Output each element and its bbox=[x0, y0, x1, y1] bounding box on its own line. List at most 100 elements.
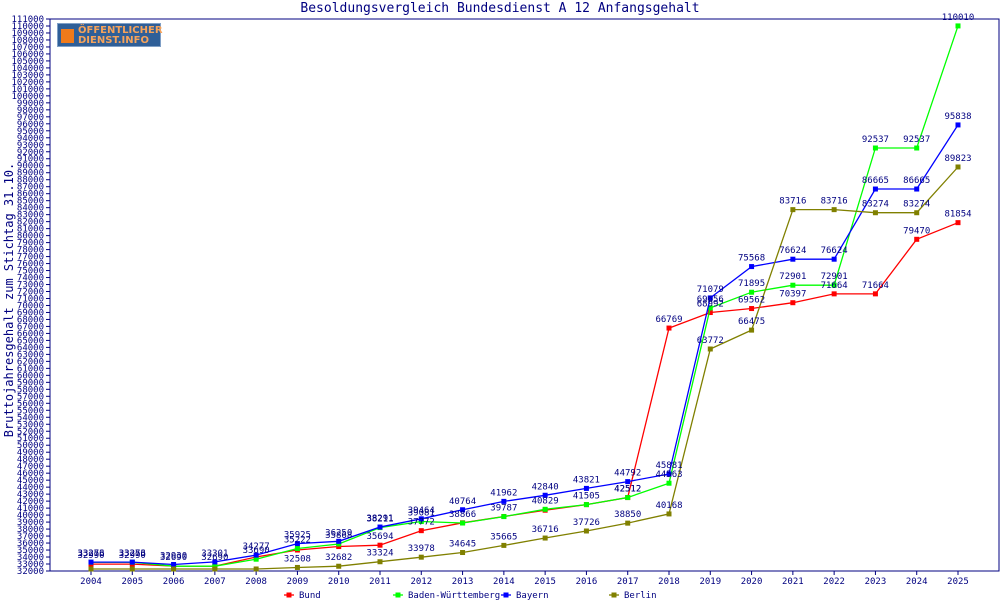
y-tick-label: 39000 bbox=[17, 518, 44, 528]
data-label: 42512 bbox=[614, 485, 641, 495]
data-point bbox=[831, 291, 837, 297]
y-tick-label: 55000 bbox=[17, 406, 44, 416]
x-tick-label: 2011 bbox=[369, 577, 391, 587]
data-label: 35868 bbox=[325, 531, 352, 541]
data-point bbox=[914, 145, 920, 151]
data-label: 71895 bbox=[738, 279, 765, 289]
y-tick-label: 63000 bbox=[17, 350, 44, 360]
data-point bbox=[790, 300, 796, 306]
data-label: 66769 bbox=[655, 315, 682, 325]
data-label: 83274 bbox=[903, 200, 930, 210]
y-tick-label: 41000 bbox=[17, 504, 44, 514]
data-point bbox=[542, 535, 548, 541]
data-point bbox=[212, 559, 218, 565]
y-tick-label: 84000 bbox=[17, 204, 44, 214]
data-label: 33256 bbox=[119, 549, 146, 559]
data-label: 32682 bbox=[325, 553, 352, 563]
y-tick-label: 98000 bbox=[17, 106, 44, 116]
x-tick-label: 2018 bbox=[658, 577, 680, 587]
y-tick-label: 75000 bbox=[17, 267, 44, 277]
data-point bbox=[583, 502, 589, 508]
data-label: 75568 bbox=[738, 254, 765, 264]
data-point bbox=[253, 566, 259, 572]
data-label: 32508 bbox=[284, 554, 311, 564]
x-tick-label: 2022 bbox=[823, 577, 845, 587]
data-label: 33301 bbox=[201, 549, 228, 559]
data-label: 37726 bbox=[573, 518, 600, 528]
data-point bbox=[460, 550, 466, 556]
data-point bbox=[377, 524, 383, 530]
data-label: 89823 bbox=[944, 154, 971, 164]
y-tick-label: 80000 bbox=[17, 232, 44, 242]
x-tick-label: 2024 bbox=[906, 577, 928, 587]
data-label: 38211 bbox=[366, 515, 393, 525]
data-label: 43821 bbox=[573, 475, 600, 485]
y-tick-label: 95000 bbox=[17, 127, 44, 137]
y-tick-label: 40000 bbox=[17, 511, 44, 521]
data-label: 40829 bbox=[532, 496, 559, 506]
data-label: 79470 bbox=[903, 226, 930, 236]
data-point bbox=[872, 291, 878, 297]
data-point bbox=[294, 564, 300, 570]
x-tick-label: 2025 bbox=[947, 577, 969, 587]
y-tick-label: 77000 bbox=[17, 253, 44, 263]
data-point bbox=[542, 492, 548, 498]
data-point bbox=[336, 563, 342, 569]
x-tick-label: 2007 bbox=[204, 577, 226, 587]
data-point bbox=[542, 506, 548, 512]
y-tick-label: 94000 bbox=[17, 134, 44, 144]
site-logo[interactable]: ÖFFENTLICHER DIENST.INFO bbox=[57, 23, 163, 47]
data-point bbox=[212, 563, 218, 569]
data-label: 40764 bbox=[449, 497, 476, 507]
x-tick-label: 2013 bbox=[452, 577, 474, 587]
y-tick-label: 100000 bbox=[11, 92, 44, 102]
data-label: 39081 bbox=[408, 509, 435, 519]
data-point bbox=[790, 256, 796, 262]
data-point bbox=[294, 545, 300, 551]
x-tick-label: 2021 bbox=[782, 577, 804, 587]
y-tick-label: 87000 bbox=[17, 183, 44, 193]
data-point bbox=[418, 554, 424, 560]
data-label: 66475 bbox=[738, 317, 765, 327]
data-label: 92537 bbox=[903, 135, 930, 145]
data-label: 86665 bbox=[862, 176, 889, 186]
data-point bbox=[707, 310, 713, 316]
data-point bbox=[749, 306, 755, 312]
y-tick-label: 43000 bbox=[17, 490, 44, 500]
data-label: 69562 bbox=[738, 296, 765, 306]
data-label: 45881 bbox=[655, 461, 682, 471]
data-point bbox=[418, 516, 424, 522]
data-point bbox=[625, 479, 631, 485]
data-point bbox=[831, 282, 837, 288]
y-tick-label: 62000 bbox=[17, 357, 44, 367]
legend: Bund Baden-Württemberg Bayern Berlin bbox=[284, 591, 657, 600]
data-point bbox=[666, 511, 672, 517]
data-label: 72901 bbox=[821, 272, 848, 282]
y-tick-label: 78000 bbox=[17, 246, 44, 256]
data-label: 35665 bbox=[490, 532, 517, 542]
data-point bbox=[88, 559, 94, 565]
y-tick-label: 105000 bbox=[11, 57, 44, 67]
series-line-2 bbox=[91, 124, 959, 566]
data-point bbox=[501, 498, 507, 504]
data-label: 71664 bbox=[862, 281, 889, 291]
data-label: 44563 bbox=[655, 470, 682, 480]
y-tick-label: 54000 bbox=[17, 413, 44, 423]
data-label: 33273 bbox=[77, 549, 104, 559]
data-point bbox=[707, 295, 713, 301]
y-tick-label: 102000 bbox=[11, 78, 44, 88]
chart-title: Besoldungsvergleich Bundesdienst A 12 An… bbox=[300, 1, 700, 16]
y-tick-label: 83000 bbox=[17, 211, 44, 221]
y-tick-label: 60000 bbox=[17, 371, 44, 381]
y-tick-label: 45000 bbox=[17, 476, 44, 486]
x-tick-label: 2017 bbox=[617, 577, 639, 587]
data-point bbox=[253, 556, 259, 562]
data-label: 40168 bbox=[655, 501, 682, 511]
y-tick-label: 66000 bbox=[17, 329, 44, 339]
data-point bbox=[914, 210, 920, 216]
data-label: 42512 bbox=[614, 485, 641, 495]
y-tick-label: 64000 bbox=[17, 343, 44, 353]
y-tick-label: 34000 bbox=[17, 553, 44, 563]
x-tick-label: 2010 bbox=[328, 577, 350, 587]
data-point bbox=[171, 566, 177, 572]
